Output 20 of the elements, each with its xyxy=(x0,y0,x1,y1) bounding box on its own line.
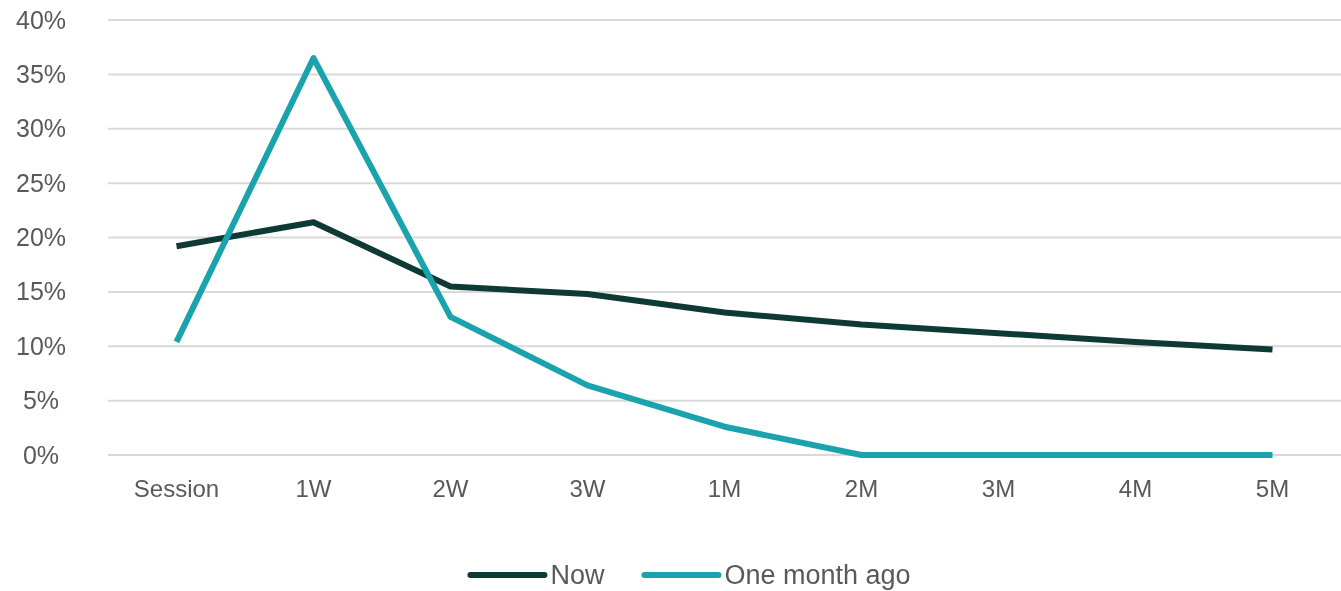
x-tick-label: 4M xyxy=(1118,475,1153,503)
y-tick-label: 30% xyxy=(15,114,67,143)
y-tick-label: 15% xyxy=(15,277,67,306)
y-tick-label: 25% xyxy=(15,168,67,197)
y-tick-label: 35% xyxy=(15,59,67,88)
x-tick-label: 3W xyxy=(569,475,606,503)
y-tick-label: 5% xyxy=(22,386,60,415)
y-tick-label: 10% xyxy=(15,331,67,360)
x-tick-label: 1M xyxy=(707,475,742,503)
x-tick-label: 1W xyxy=(295,475,332,503)
y-tick-label: 20% xyxy=(15,223,67,251)
y-tick-label: 0% xyxy=(22,440,60,469)
legend-label: One month ago xyxy=(724,560,911,591)
x-tick-label: 3M xyxy=(981,475,1016,503)
legend-label: Now xyxy=(550,560,605,591)
y-tick-label: 40% xyxy=(15,5,67,34)
x-tick-label: 5M xyxy=(1255,475,1290,503)
x-tick-label: 2M xyxy=(844,475,879,503)
x-tick-label: 2W xyxy=(432,475,469,503)
x-tick-label: Session xyxy=(133,475,220,503)
